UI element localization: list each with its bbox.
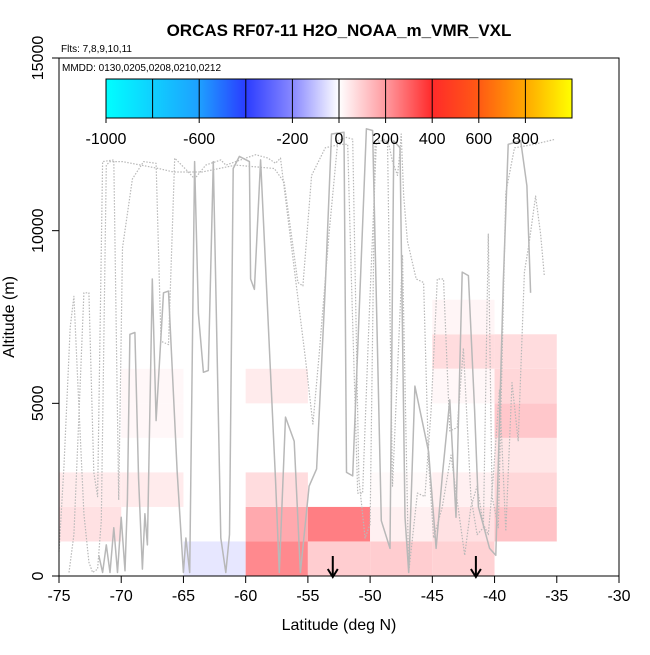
- y-tick-label: 15000: [30, 36, 47, 81]
- arrow-head: [326, 568, 339, 579]
- heatmap-cell: [121, 403, 184, 438]
- x-tick-label: -45: [421, 588, 444, 605]
- heatmap-cell: [245, 541, 308, 576]
- heatmap-cell: [494, 506, 557, 542]
- colorbar: -1000 -600 -200 0 200 400 600 800: [86, 78, 573, 148]
- heatmap-cell: [494, 437, 557, 473]
- heatmap-cell: [59, 506, 122, 542]
- chart-title: ORCAS RF07-11 H2O_NOAA_m_VMR_VXL: [167, 21, 512, 40]
- heatmap-cell: [370, 506, 433, 542]
- colorbar-tick-label: 0: [335, 131, 344, 148]
- heatmap-cell: [370, 472, 433, 507]
- x-tick-label: -60: [234, 588, 257, 605]
- colorbar-tick-label: 400: [419, 131, 446, 148]
- down-arrow-marker: [470, 556, 482, 579]
- heatmap-cell: [121, 472, 184, 507]
- y-axis: 0 5000 10000 15000: [30, 36, 59, 580]
- heatmap-cell: [307, 506, 371, 542]
- flights-annotation: Flts: 7,8,9,10,11: [61, 44, 132, 55]
- heatmap-cell: [432, 506, 495, 542]
- heatmap-cells: [59, 299, 557, 576]
- heatmap-cell: [494, 368, 557, 404]
- colorbar-tick-label: 200: [372, 131, 399, 148]
- x-tick-label: -50: [359, 588, 382, 605]
- y-tick-label: 10000: [30, 208, 47, 253]
- colorbar-tick-label: 600: [465, 131, 492, 148]
- arrow-head: [470, 568, 482, 579]
- flight-track: [58, 133, 545, 574]
- heatmap-cell: [494, 403, 557, 438]
- y-tick-label: 0: [30, 571, 47, 580]
- heatmap-cell: [432, 368, 495, 404]
- colorbar-tick-label: -1000: [86, 131, 127, 148]
- heatmap-cell: [307, 541, 371, 576]
- x-axis: -75 -70 -65 -60 -55 -50 -45 -40 -35 -30: [47, 575, 631, 605]
- dates-annotation: MMDD: 0130,0205,0208,0210,0212: [62, 63, 221, 74]
- x-tick-label: -40: [483, 588, 506, 605]
- x-tick-label: -30: [607, 588, 630, 605]
- colorbar-tick-label: -600: [183, 131, 215, 148]
- heatmap-cell: [245, 368, 308, 404]
- heatmap-cell: [370, 541, 433, 576]
- colorbar-tick-label: 800: [512, 131, 539, 148]
- heatmap-cell: [494, 334, 557, 369]
- x-axis-label: Latitude (deg N): [282, 617, 397, 634]
- heatmap-cell: [183, 541, 246, 576]
- heatmap-cell: [59, 472, 122, 507]
- heatmap-cell: [432, 299, 495, 335]
- x-tick-label: -65: [172, 588, 195, 605]
- x-tick-label: -55: [296, 588, 319, 605]
- heatmap-cell: [494, 472, 557, 507]
- down-arrow-marker: [326, 556, 339, 579]
- colorbar-tick-label: -200: [276, 131, 308, 148]
- x-tick-label: -75: [47, 588, 70, 605]
- x-tick-label: -70: [110, 588, 133, 605]
- y-tick-label: 5000: [30, 385, 47, 421]
- markers: [326, 556, 482, 579]
- x-tick-label: -35: [545, 588, 568, 605]
- y-axis-label: Altitude (m): [1, 276, 18, 358]
- heatmap-cell: [432, 541, 495, 576]
- flight-tracks: [58, 128, 556, 574]
